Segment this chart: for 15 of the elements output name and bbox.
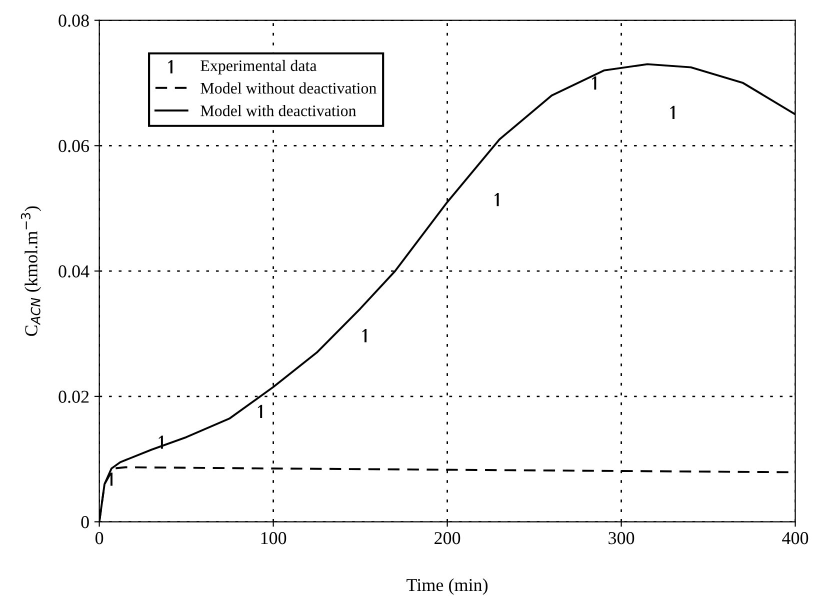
x-tick-label: 400 xyxy=(782,532,808,544)
y-tick-label: 0.06 xyxy=(58,140,90,152)
y-axis-title: C$_{ACN}$ (kmol.m$^{−3}$) xyxy=(20,206,42,336)
y-tick-label: 0.08 xyxy=(58,14,89,27)
legend-label: Model with deactivation xyxy=(200,104,356,116)
y-tick-label: 0 xyxy=(81,516,89,528)
x-tick-label: 100 xyxy=(261,532,286,544)
legend-label: Experimental data xyxy=(200,60,317,74)
x-tick-label: 0 xyxy=(95,532,104,544)
y-tick-label: 0.04 xyxy=(58,265,90,278)
y-tick-label: 0.02 xyxy=(58,390,89,403)
x-tick-label: 200 xyxy=(434,532,460,544)
x-tick-label: 300 xyxy=(608,532,634,544)
legend-label: Model without deactivation xyxy=(200,82,376,94)
x-axis-title: Time (min) xyxy=(406,578,488,595)
